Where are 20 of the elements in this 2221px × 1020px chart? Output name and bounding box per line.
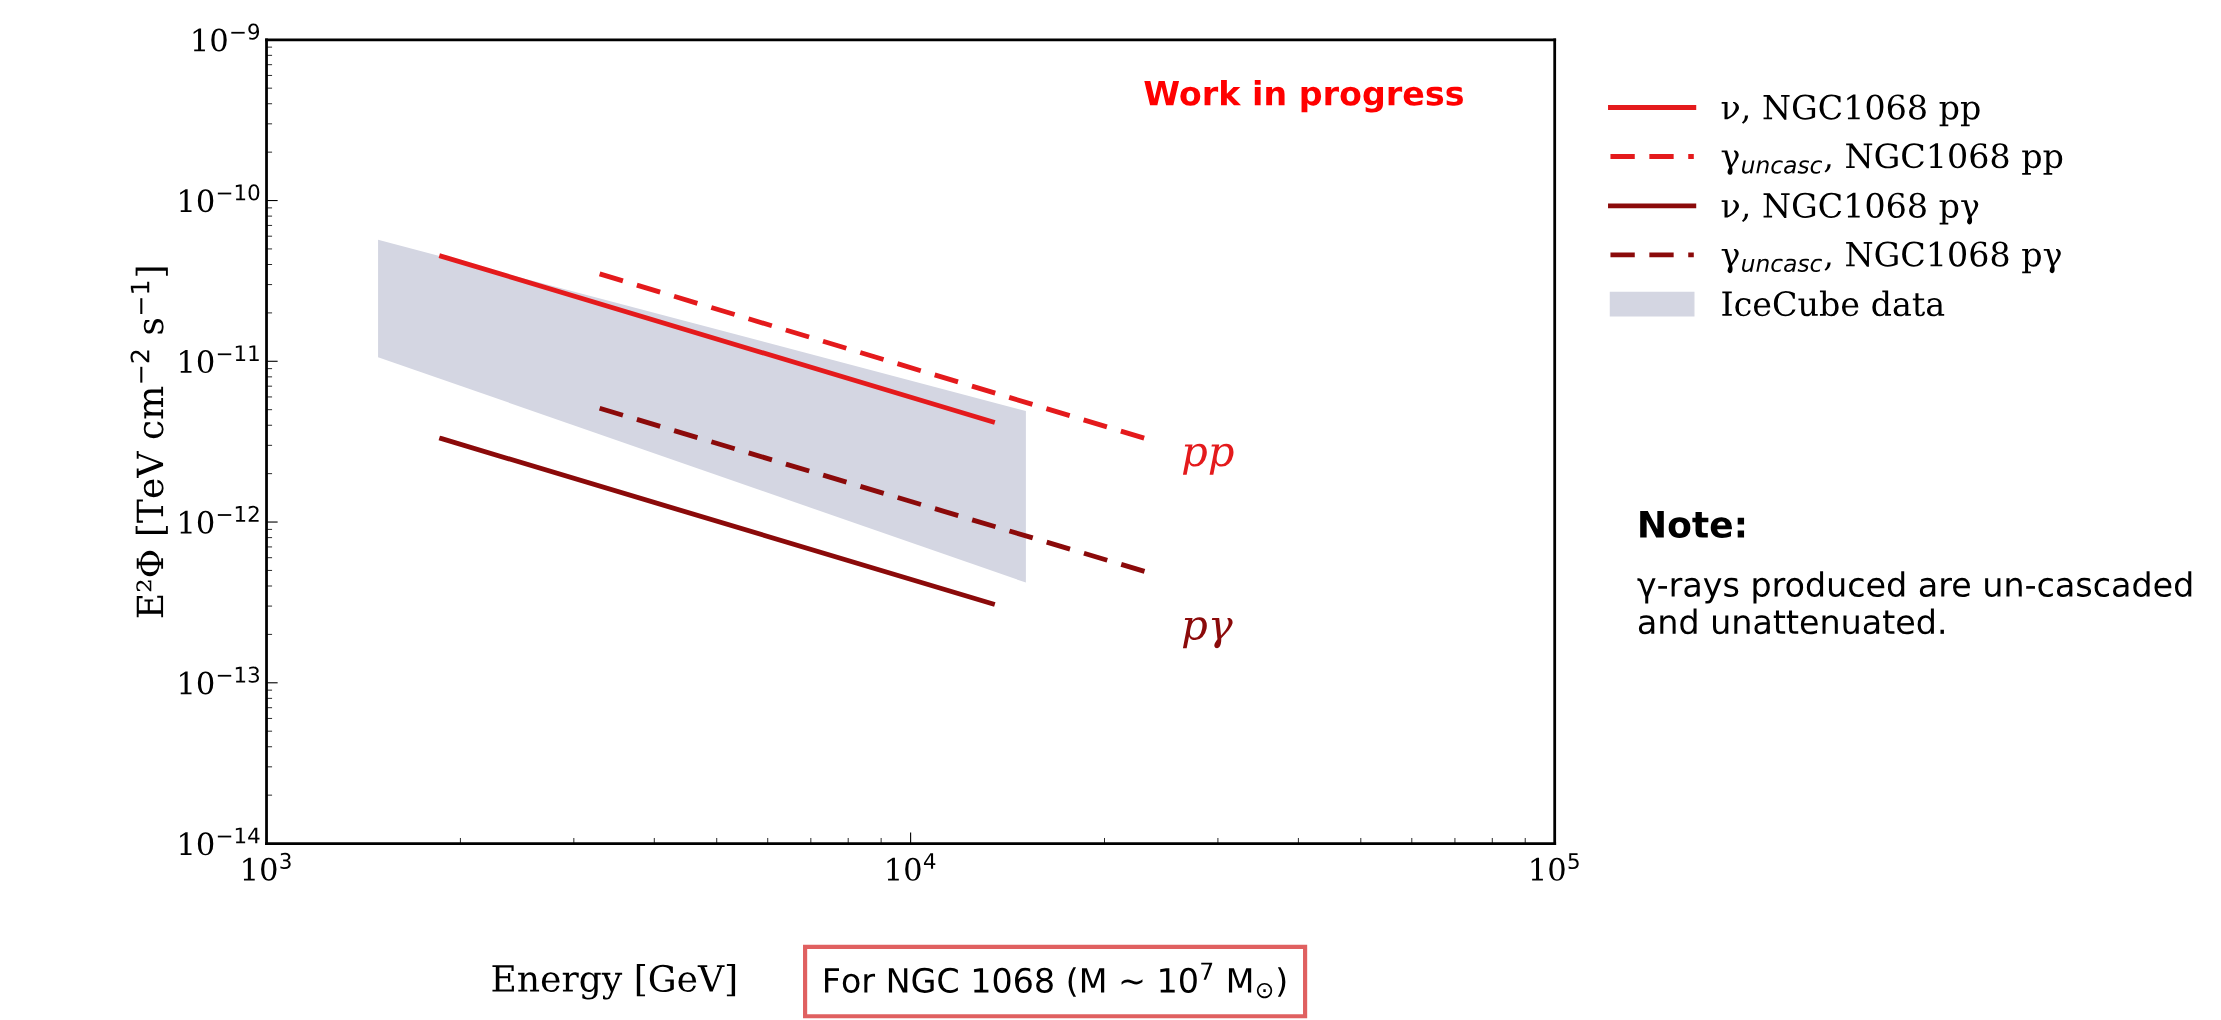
legend-label: IceCube data <box>1722 290 1945 317</box>
text: Note: <box>1640 511 1745 538</box>
text: γ-rays produced are un-cascaded and unattenuated. <box>1637 571 2192 635</box>
legend-label: γ$_{uncasc}$, NGC1068 pp <box>1721 143 2063 175</box>
text: For NGC 1068 (M ∼ 10$^{7}$ M$_{⊙}$) <box>825 962 1286 999</box>
x-axis-title: Energy [GeV] <box>492 964 736 1000</box>
annotation: pγ <box>1182 617 1233 649</box>
y-axis-title: E²Φ [TeV cm$^{−2}$ s$^{−1}$] <box>130 267 168 618</box>
annotation: pp <box>1182 443 1234 475</box>
x-tick-label: 10$^{4}$ <box>887 853 936 881</box>
y-tick-label: 10$^{−10}$ <box>180 184 260 213</box>
y-tick-label: 10$^{−12}$ <box>180 505 259 534</box>
legend-label: ν, NGC1068 pγ <box>1721 192 1979 225</box>
x-tick-label: 10$^{5}$ <box>1531 853 1579 881</box>
legend-label: γ$_{uncasc}$, NGC1068 pγ <box>1721 241 2061 274</box>
y-tick-label: 10$^{−13}$ <box>180 666 260 695</box>
annotation: Work in progress <box>1144 79 1463 113</box>
y-tick-label: 10$^{−11}$ <box>180 345 259 374</box>
legend-label: ν, NGC1068 pp <box>1721 94 1980 127</box>
y-tick-label: 10$^{−9}$ <box>193 23 260 52</box>
